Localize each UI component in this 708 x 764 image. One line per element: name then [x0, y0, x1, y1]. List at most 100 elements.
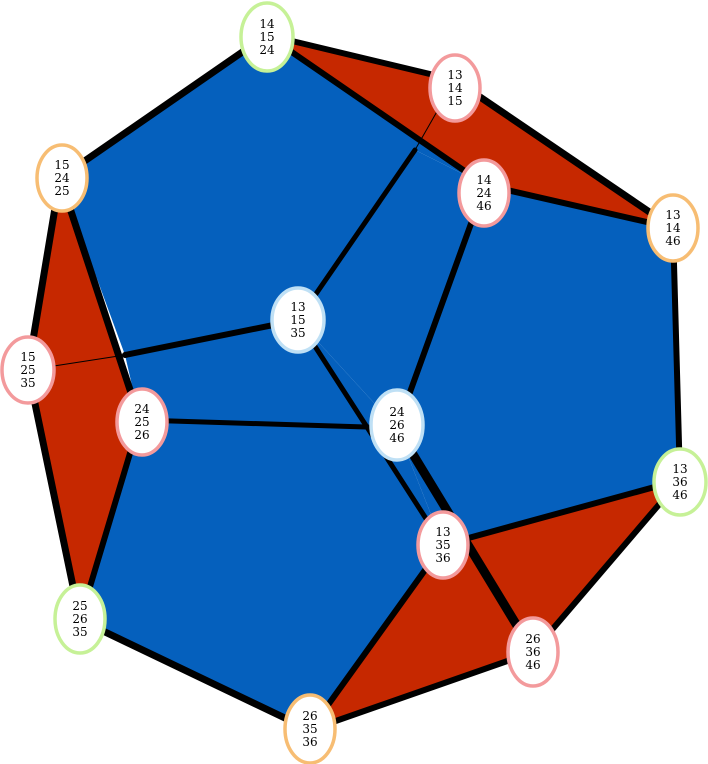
vertex-node: 13 14 46 — [646, 193, 700, 263]
vertex-label-line: 13 — [447, 68, 462, 82]
face-top-right-red — [267, 35, 673, 228]
edge — [137, 417, 400, 431]
edge — [307, 542, 446, 733]
vertex-ring — [270, 286, 326, 354]
vertex-label: 13 14 46 — [665, 208, 681, 248]
vertex-label-line: 24 — [476, 186, 492, 200]
vertex-node: 26 35 36 — [283, 693, 337, 764]
vertex-label-line: 36 — [302, 735, 317, 749]
vertex-label-line: 25 — [54, 184, 69, 198]
vertex-ring — [506, 616, 560, 688]
vertex-label-line: 35 — [20, 376, 35, 390]
vertex-label-line: 25 — [134, 415, 149, 429]
vertex-node: 13 14 15 — [428, 53, 482, 123]
vertex-node: 25 26 35 — [53, 583, 107, 655]
vertex-label-line: 35 — [290, 326, 305, 340]
edge — [56, 174, 144, 424]
vertex-ring — [0, 335, 56, 405]
vertex-ring — [239, 1, 295, 73]
vertex-ring — [369, 388, 425, 462]
vertex-node: 26 36 46 — [506, 616, 560, 688]
vertex-node: 13 15 35 — [270, 286, 326, 354]
edge — [530, 477, 683, 655]
edge — [307, 649, 536, 733]
vertex-ring — [428, 53, 482, 123]
vertex-node: 24 25 26 — [115, 387, 169, 457]
vertex-label-line: 46 — [672, 488, 687, 502]
vertex-label: 24 25 26 — [134, 402, 150, 442]
vertex-label-line: 14 — [259, 17, 275, 31]
vertex-label-line: 24 — [54, 171, 70, 185]
vertex-label-line: 35 — [72, 625, 87, 639]
edge — [56, 31, 271, 182]
vertex-label-line: 13 — [672, 462, 687, 476]
face-bottom-right-red — [310, 480, 680, 730]
edge — [670, 225, 683, 483]
vertex-label-line: 14 — [476, 173, 492, 187]
edge — [122, 317, 301, 358]
edge — [24, 366, 84, 624]
vertex-label: 13 35 36 — [435, 525, 450, 565]
face-bottom — [80, 420, 443, 730]
edge — [76, 616, 314, 734]
vertex-label-line: 46 — [389, 431, 404, 445]
vertex-label-line: 25 — [20, 363, 35, 377]
vertex-ring — [53, 583, 107, 655]
vertex-node: 14 15 24 — [239, 1, 295, 73]
edge — [440, 477, 683, 548]
vertex-label-line: 36 — [525, 645, 540, 659]
edge — [394, 182, 488, 431]
face-right — [397, 185, 680, 545]
vertex-label-line: 24 — [134, 402, 150, 416]
vertex-label-line: 15 — [54, 158, 69, 172]
vertex-ring — [115, 387, 169, 457]
vertex-label-line: 36 — [435, 551, 450, 565]
edge — [295, 147, 418, 323]
vertex-ring — [283, 693, 337, 764]
vertex-label-line: 13 — [435, 525, 450, 539]
vertex-label-line: 36 — [672, 475, 687, 489]
edge — [264, 32, 488, 188]
edge — [264, 32, 458, 83]
vertex-label-line: 15 — [259, 30, 274, 44]
vertex-ring — [416, 510, 470, 580]
vertex-label: 26 36 46 — [525, 632, 540, 672]
vertex-label-line: 26 — [72, 612, 87, 626]
vertex-label: 25 26 35 — [72, 599, 87, 639]
vertex-node: 13 35 36 — [416, 510, 470, 580]
vertex-node: 13 36 46 — [652, 447, 708, 517]
vertex-label: 24 26 46 — [389, 405, 405, 445]
vertex-label-line: 26 — [525, 632, 540, 646]
vertex-label-line: 15 — [20, 350, 35, 364]
vertex-ring — [652, 447, 708, 517]
vertex-label-line: 35 — [435, 538, 450, 552]
vertex-label: 14 15 24 — [259, 17, 275, 57]
vertex-label-line: 14 — [665, 221, 681, 235]
vertex-node: 15 24 25 — [35, 143, 89, 213]
edges — [24, 31, 683, 734]
vertex-label-line: 26 — [134, 428, 149, 442]
face-upper-middle — [298, 150, 485, 428]
vertex-label-line: 13 — [665, 208, 680, 222]
vertex-ring — [35, 143, 89, 213]
vertex-label-line: 13 — [290, 300, 305, 314]
vertex-ring — [457, 158, 511, 228]
vertex-node: 14 24 46 — [457, 158, 511, 228]
vertex-label-line: 14 — [447, 81, 463, 95]
vertex-label: 15 24 25 — [54, 158, 70, 198]
vertex-label: 14 24 46 — [476, 173, 492, 213]
vertex-label-line: 25 — [72, 599, 87, 613]
vertex-label: 13 36 46 — [672, 462, 687, 502]
edge — [451, 76, 677, 232]
vertex-label-line: 26 — [302, 709, 317, 723]
vertex-label-line: 26 — [389, 418, 404, 432]
vertex-label-line: 46 — [525, 658, 540, 672]
vertex-label: 13 15 35 — [290, 300, 305, 340]
vertex-label-line: 46 — [476, 199, 491, 213]
vertex-label: 15 25 35 — [20, 350, 35, 390]
vertex-label: 13 14 15 — [447, 68, 463, 108]
vertex-label-line: 46 — [665, 234, 680, 248]
vertex-label-line: 15 — [290, 313, 305, 327]
